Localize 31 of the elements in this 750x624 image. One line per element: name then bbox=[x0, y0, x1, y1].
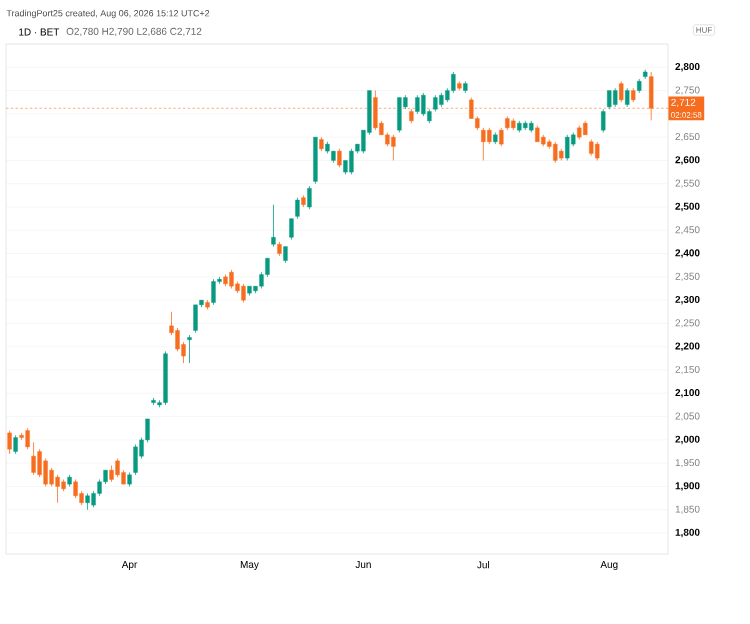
candlestick bbox=[553, 141, 558, 164]
candlestick bbox=[271, 204, 276, 247]
candlestick bbox=[451, 71, 456, 94]
candlestick bbox=[337, 148, 342, 168]
candlestick bbox=[391, 134, 396, 161]
candlestick bbox=[211, 278, 216, 306]
candlestick bbox=[313, 136, 318, 185]
candlestick bbox=[349, 148, 354, 175]
candlestick bbox=[193, 304, 198, 334]
candlestick bbox=[481, 127, 486, 161]
candlestick bbox=[499, 127, 504, 147]
candlestick bbox=[607, 90, 612, 110]
candlestick bbox=[13, 434, 18, 455]
candlestick bbox=[55, 474, 60, 504]
candlestick bbox=[595, 141, 600, 161]
candlestick bbox=[229, 269, 234, 289]
candlestick bbox=[601, 108, 606, 133]
candlestick bbox=[619, 80, 624, 103]
candlestick bbox=[625, 87, 630, 108]
candlestick bbox=[613, 87, 618, 108]
candlestick bbox=[187, 334, 192, 364]
candlestick bbox=[241, 283, 246, 303]
candlestick bbox=[415, 94, 420, 115]
candlestick bbox=[115, 458, 120, 478]
candlestick bbox=[421, 92, 426, 117]
candlestick bbox=[397, 97, 402, 133]
candlestick bbox=[7, 430, 12, 455]
candlestick bbox=[37, 448, 42, 478]
candlestick bbox=[73, 479, 78, 499]
candlestick bbox=[307, 185, 312, 210]
candlestick bbox=[565, 134, 570, 161]
